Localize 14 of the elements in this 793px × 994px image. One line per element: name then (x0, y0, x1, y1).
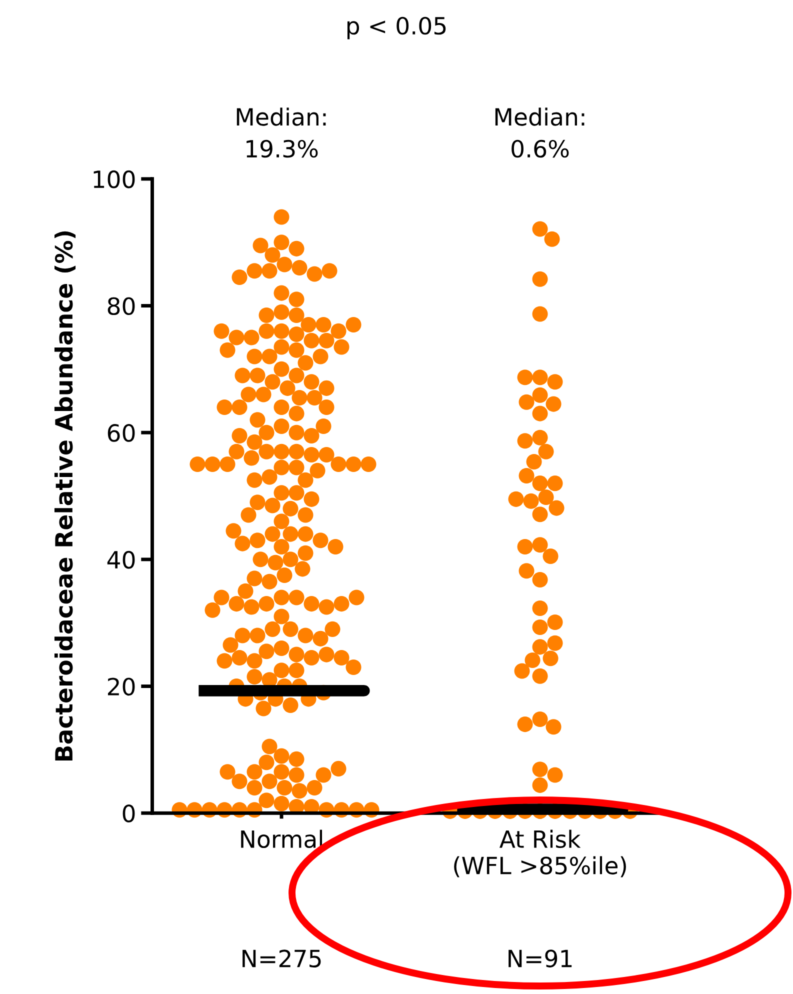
text: Median: 0.6% (495, 108, 584, 158)
y-tick-label: 100 (94, 170, 135, 188)
y-tick-label: 0 (122, 804, 135, 822)
chart-title: p < 0.05 (347, 16, 446, 40)
text: N=91 (508, 950, 572, 968)
y-tick-label: 80 (108, 297, 135, 316)
x-tick-label: Normal (241, 830, 322, 848)
y-tick-label: 40 (107, 550, 135, 569)
text: N=275 (242, 950, 321, 968)
y-axis-title: Bacteroidaceae Relative Abundance (%) (54, 231, 76, 761)
text: Median: 19.3% (236, 108, 326, 158)
x-tick-label: At Risk (WFL >85%ile) (454, 830, 626, 878)
y-tick-label: 20 (108, 678, 135, 696)
y-tick-label: 60 (108, 424, 135, 442)
